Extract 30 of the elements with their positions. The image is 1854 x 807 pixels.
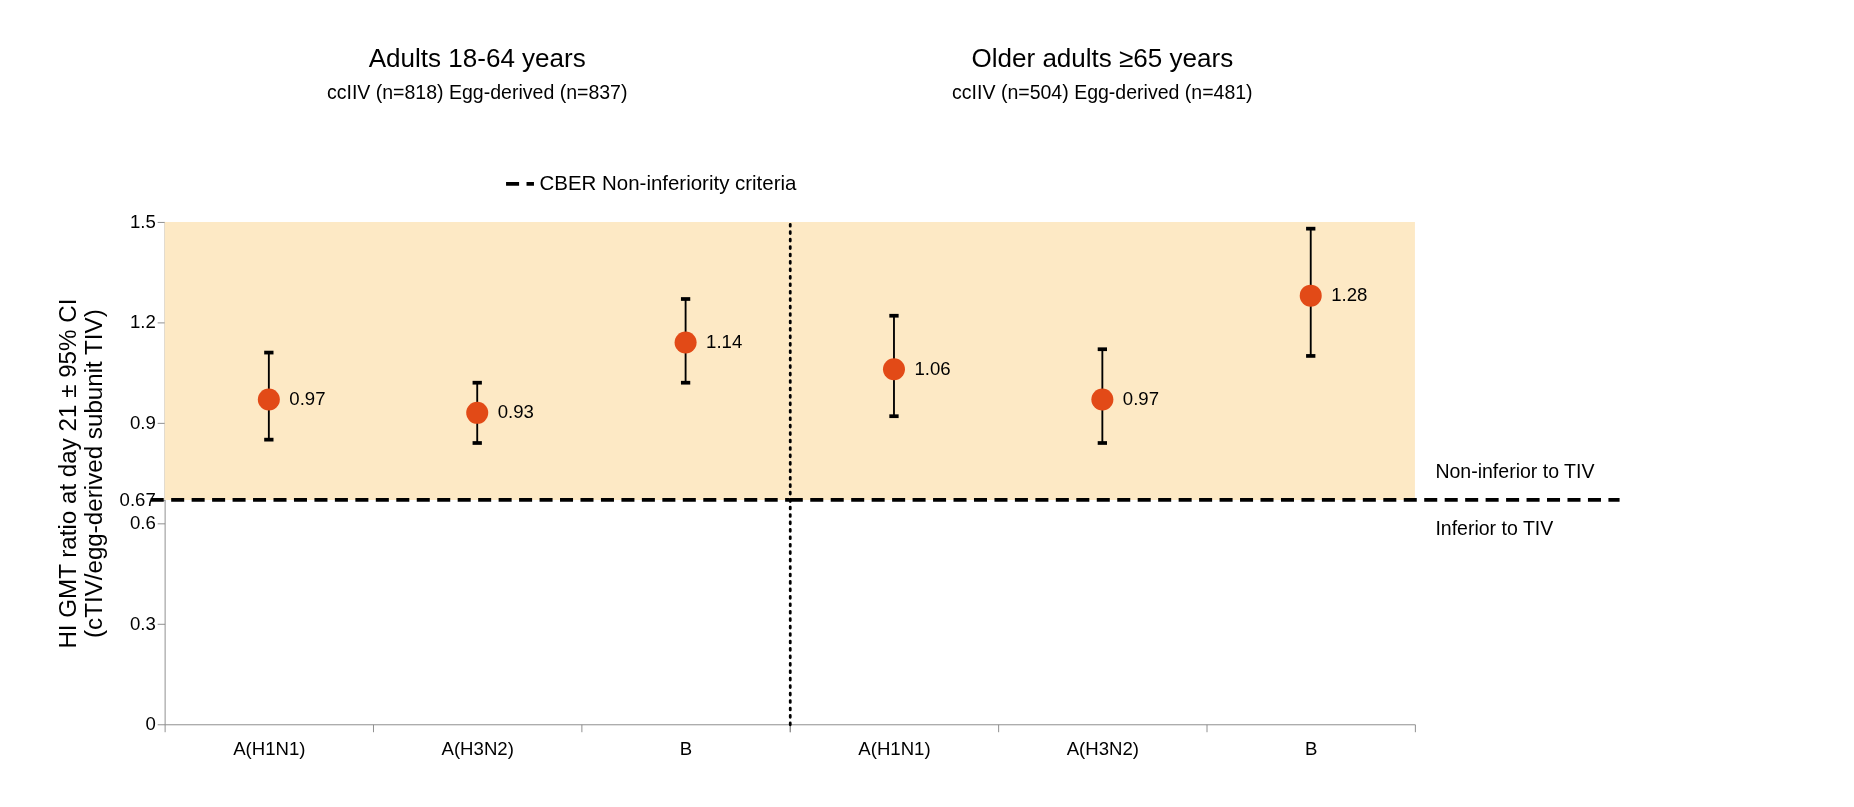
data-label: 1.28 xyxy=(1331,284,1368,306)
chart-subtitle: ccIIV (n=818) Egg-derived (n=837) xyxy=(326,81,628,104)
chart-title: Older adults ≥65 years xyxy=(971,42,1234,73)
x-tick-label: B xyxy=(679,737,693,759)
point xyxy=(257,388,280,411)
text: Inferior to TIV xyxy=(1435,517,1554,540)
data-label: 1.06 xyxy=(914,357,951,379)
y-tick-label: 0.6 xyxy=(129,512,156,534)
x-tick-label: B xyxy=(1304,737,1318,759)
y-tick-label: 0.67 xyxy=(119,488,156,510)
data-label: 1.14 xyxy=(706,331,743,353)
x-tick-label: A(H1N1) xyxy=(858,737,931,759)
legend-label: CBER Non-inferiority criteria xyxy=(539,171,798,195)
y-tick-label: 1.2 xyxy=(129,311,156,333)
point xyxy=(674,331,697,354)
y-tick-label: 1.5 xyxy=(129,211,156,233)
x-tick-label: A(H3N2) xyxy=(441,737,514,759)
chart-subtitle: ccIIV (n=504) Egg-derived (n=481) xyxy=(952,81,1253,104)
data-label: 0.97 xyxy=(1122,388,1160,410)
x-tick-label: A(H1N1) xyxy=(233,737,306,759)
data-label: 0.93 xyxy=(497,401,534,423)
x-tick-label: A(H3N2) xyxy=(1066,737,1139,759)
y-tick-label: 0 xyxy=(145,713,156,735)
y-tick-label: 0.3 xyxy=(129,612,156,634)
y-tick-label: 0.9 xyxy=(129,411,156,433)
text: Non-inferior to TIV xyxy=(1435,459,1595,482)
point xyxy=(466,401,489,424)
y-axis-title: HI GMT ratio at day 21 ± 95% CI (cTIV/egg-derived subunit TIV) xyxy=(53,298,107,649)
data-label: 0.97 xyxy=(289,388,326,410)
chart-title: Adults 18-64 years xyxy=(368,42,586,73)
